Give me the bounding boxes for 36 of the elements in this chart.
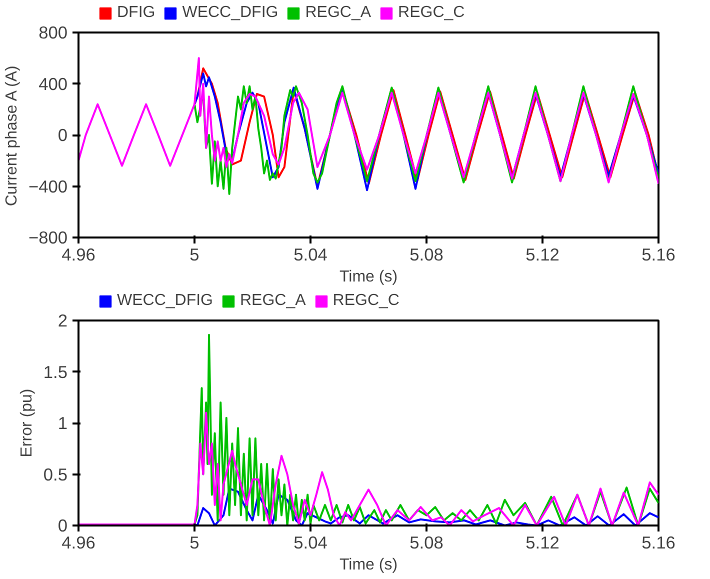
y-tick-label: 0 <box>58 125 68 145</box>
legend-label: WECC_DFIG <box>182 4 278 22</box>
line-series <box>194 334 658 526</box>
x-tick-label: 5.12 <box>526 244 560 264</box>
y-tick-label: 0 <box>58 516 68 536</box>
legend-label: REGC_C <box>398 4 465 22</box>
y-tick-label: 400 <box>38 74 68 94</box>
y-tick-label: −800 <box>28 228 68 248</box>
y-tick-label: 1 <box>58 413 68 433</box>
legend-label: REGC_A <box>240 292 306 310</box>
legend-label: REGC_A <box>305 4 372 22</box>
x-tick-label: 5.08 <box>410 244 444 264</box>
line-series <box>78 57 658 185</box>
y-tick-label: 800 <box>38 22 68 42</box>
x-tick-label: 4.96 <box>62 244 96 264</box>
y-axis-title: Error (pu) <box>18 388 36 458</box>
y-tick-label: 2 <box>58 310 68 330</box>
x-tick-label: 5.04 <box>294 532 328 552</box>
x-tick-label: 4.96 <box>62 532 96 552</box>
x-tick-label: 5.04 <box>294 244 328 264</box>
legend-label: WECC_DFIG <box>117 292 213 310</box>
legend-label: REGC_C <box>332 292 400 310</box>
x-tick-label: 5.08 <box>410 532 444 552</box>
x-axis-title: Time (s) <box>339 556 398 574</box>
x-tick-label: 5.12 <box>526 532 560 552</box>
x-tick-label: 5 <box>190 244 200 264</box>
x-axis-title: Time (s) <box>339 268 398 286</box>
y-tick-label: 1.5 <box>43 362 68 382</box>
x-tick-label: 5 <box>190 532 200 552</box>
x-tick-label: 5.16 <box>642 532 676 552</box>
x-tick-label: 5.16 <box>642 244 676 264</box>
y-tick-label: −400 <box>28 176 68 196</box>
legend-label: DFIG <box>117 4 156 22</box>
y-tick-label: 0.5 <box>43 464 68 484</box>
y-axis-title: Current phase A (A) <box>3 66 20 206</box>
line-series <box>194 488 658 526</box>
